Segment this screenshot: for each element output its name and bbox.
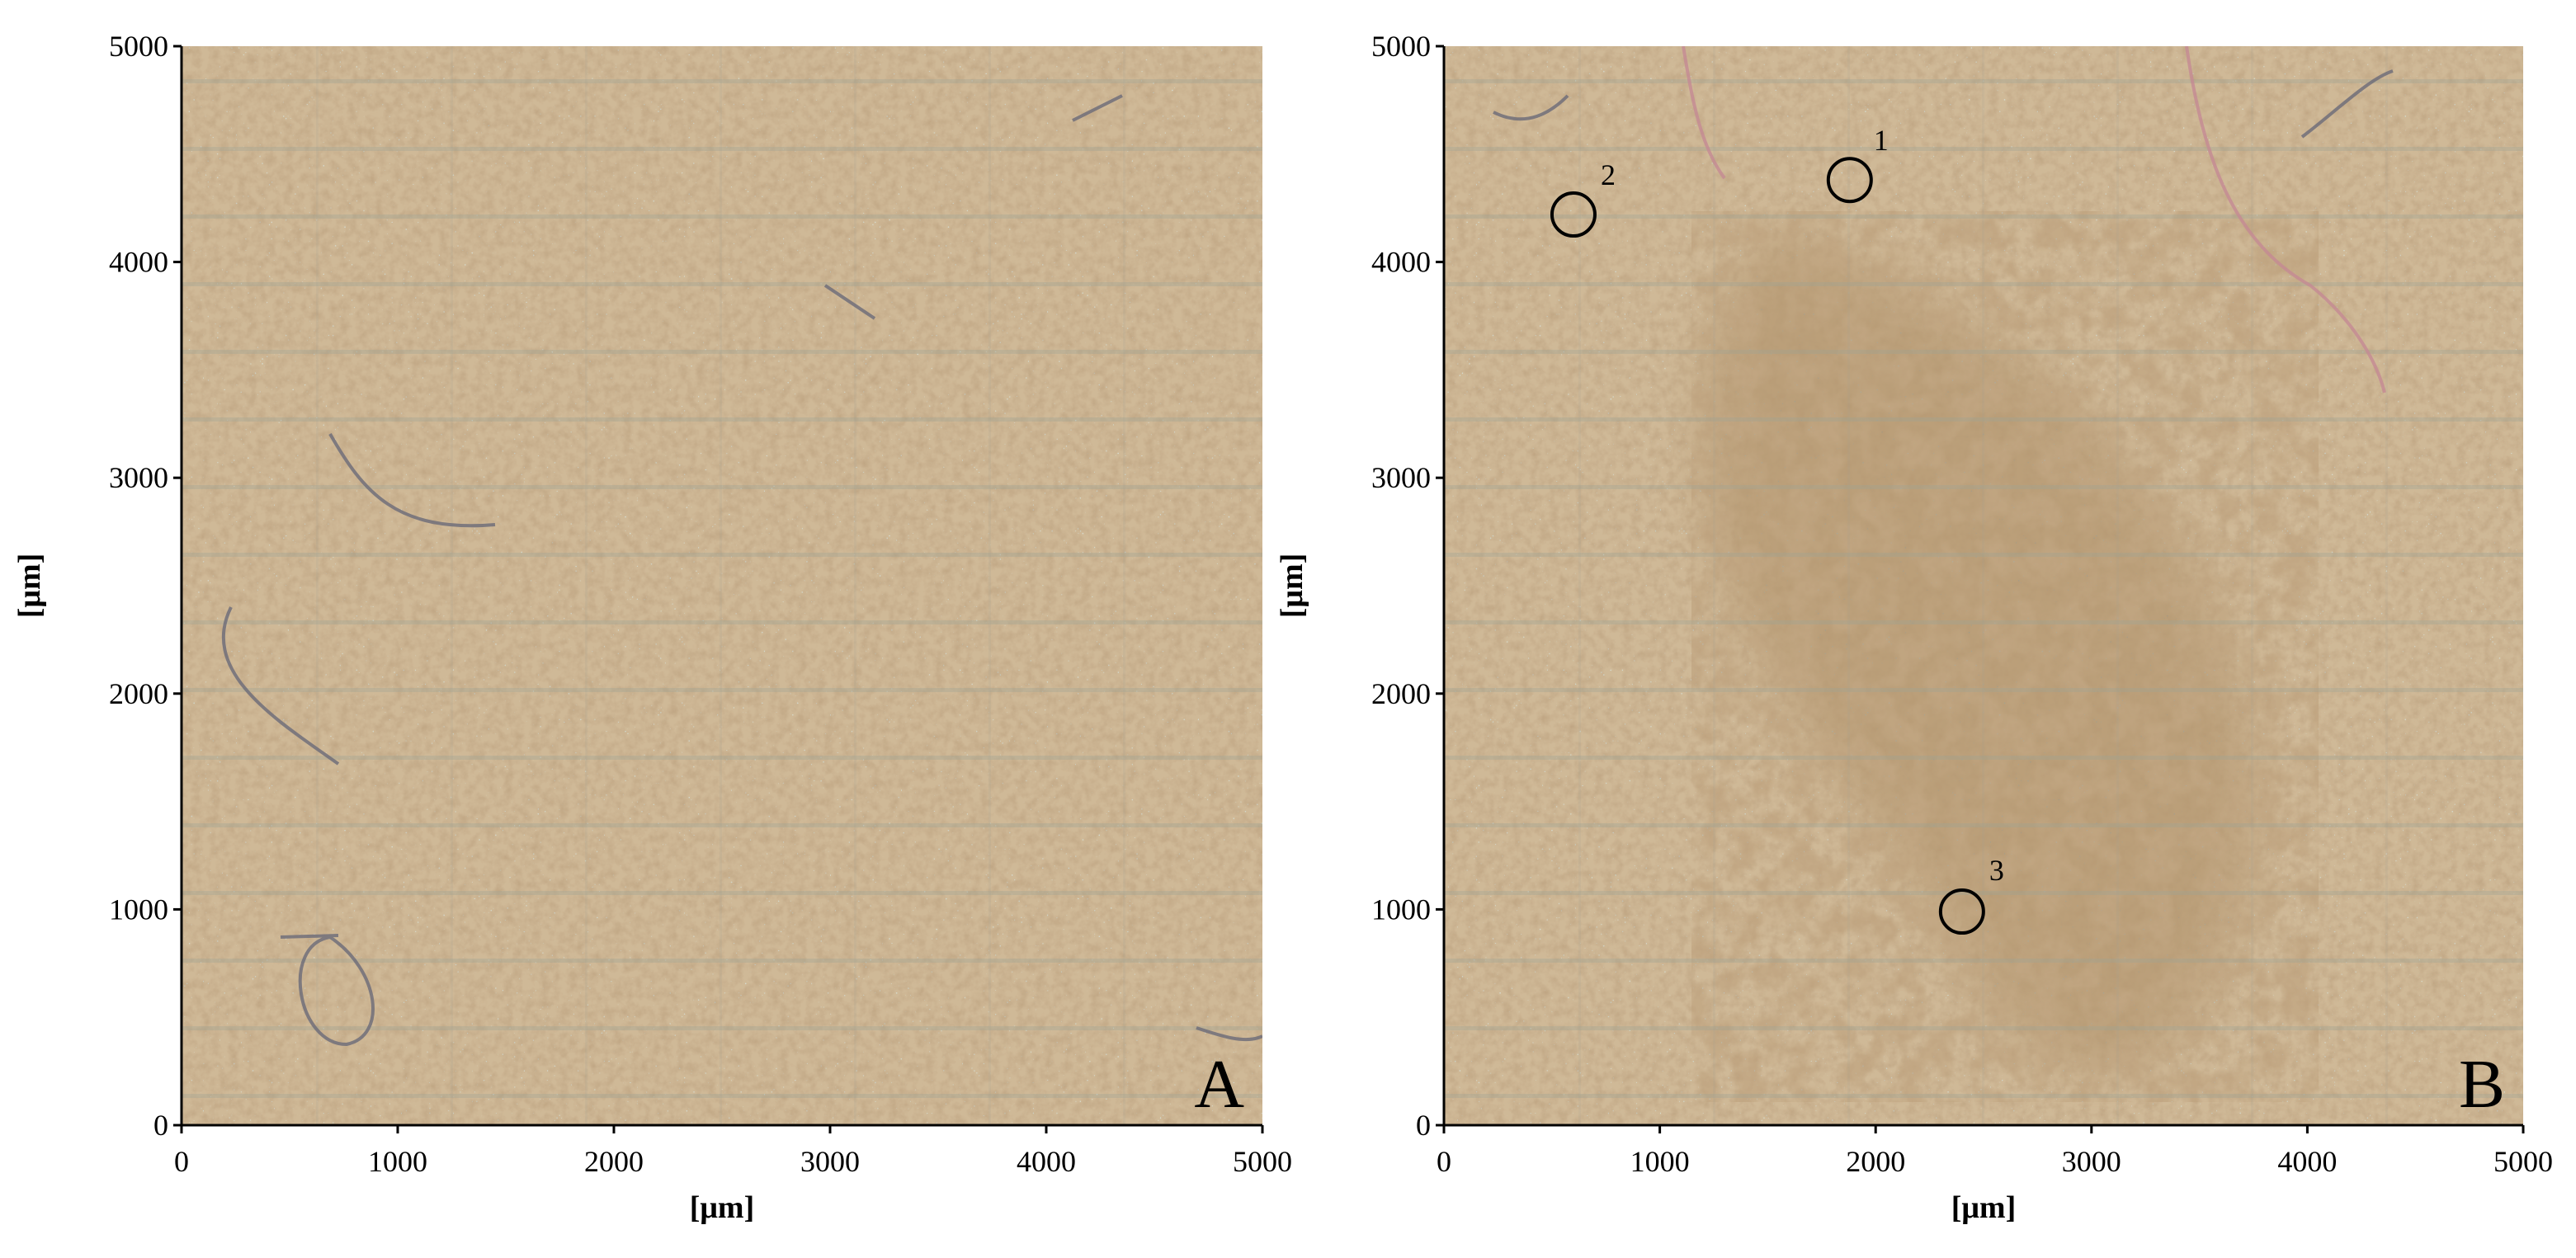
panel: 0 1000 2000 3000 4000 5000 0 1000 2000 3000 4000 50… [1275,30,2553,1225]
y-tick-label: 0 [153,1109,168,1142]
fiber [221,606,340,766]
scan-column [1982,46,1984,1125]
scan-stripe [1444,282,2523,286]
panel-label: B [2459,1046,2505,1123]
scan-stripe [1444,485,2523,489]
y-tick-label: 5000 [1371,30,1431,63]
paper-speckles [1444,46,2523,1125]
scan-column [1847,46,1850,1125]
annotation-label: 2 [1601,158,1616,191]
y-axis-label: [μm] [12,554,47,619]
scan-stripe [1444,620,2523,624]
scan-stripe [182,147,1262,151]
scan-stripe [1444,1026,2523,1030]
y-axis-label: [μm] [1275,554,1309,619]
scan-column [854,46,856,1125]
scan-column [316,46,318,1125]
fiber [2300,69,2394,139]
scan-stripe [182,620,1262,624]
scan-stripe [182,823,1262,827]
x-tick-label: 0 [174,1145,189,1178]
panel-label: A [1194,1046,1244,1123]
x-tick-label: 4000 [2277,1145,2337,1178]
x-tick-label: 5000 [2493,1145,2553,1178]
scan-column [2251,46,2253,1125]
x-tick-label: 2000 [584,1145,644,1178]
scan-stripe [182,891,1262,895]
micrograph [182,46,1262,1125]
y-tick-label: 2000 [109,677,168,710]
x-tick-label: 3000 [800,1145,860,1178]
y-tick-label: 2000 [1371,677,1431,710]
y-tick-label: 1000 [109,893,168,926]
scan-stripe [182,688,1262,692]
y-tick-label: 1000 [1371,893,1431,926]
x-axis-label: [μm] [1951,1190,2017,1225]
micrograph [1444,46,2523,1125]
scan-stripe [182,417,1262,422]
scan-column [451,46,453,1125]
scan-stripe [182,79,1262,83]
fiber [2185,46,2386,393]
x-tick-label: 1000 [1630,1145,1690,1178]
scan-column [719,46,722,1125]
scan-stripe [182,1094,1262,1098]
scan-stripe [1444,1094,2523,1098]
scan-stripe [1444,147,2523,151]
scan-stripe [182,959,1262,963]
scan-column [2116,46,2119,1125]
scan-stripe [1444,688,2523,692]
x-tick-label: 0 [1437,1145,1451,1178]
scan-stripe [182,756,1262,760]
scan-column [1123,46,1125,1125]
panel: 0 1000 2000 3000 4000 5000 0 1000 2000 3000 4000 50… [12,30,1292,1225]
y-tick-label: 4000 [109,246,168,279]
scan-stripe [1444,350,2523,354]
scan-column [1713,46,1715,1125]
fiber [328,433,496,528]
x-tick-label: 5000 [1233,1145,1292,1178]
scan-column [585,46,587,1125]
scan-stripe [182,350,1262,354]
fiber [1493,94,1569,121]
annotation-circle [1938,888,1985,935]
fiber [1072,94,1123,122]
scan-stripe [1444,756,2523,760]
scan-stripe [1444,959,2523,963]
scan-stripe [1444,553,2523,557]
y-tick-label: 3000 [109,461,168,494]
x-tick-label: 2000 [1846,1145,1905,1178]
annotation-label: 3 [1989,854,2004,887]
scan-stripe [182,1026,1262,1030]
fiber [1196,1026,1262,1042]
scan-stripe [1444,891,2523,895]
fiber [280,934,375,1047]
y-tick-label: 4000 [1371,246,1431,279]
x-tick-label: 1000 [368,1145,427,1178]
scan-stripe [1444,79,2523,83]
fiber [823,284,876,320]
y-tick-label: 5000 [109,30,168,63]
scan-stripe [1444,214,2523,219]
annotation-label: 1 [1874,124,1889,157]
x-axis-label: [μm] [690,1190,755,1225]
y-tick-label: 0 [1416,1109,1431,1142]
fiber [1682,46,1726,180]
scan-stripe [182,282,1262,286]
annotation-circle [1550,191,1597,238]
x-tick-label: 3000 [2062,1145,2121,1178]
scan-stripe [182,485,1262,489]
scan-stripe [1444,417,2523,422]
scan-column [1578,46,1581,1125]
scan-column [988,46,991,1125]
scan-stripe [182,553,1262,557]
x-tick-label: 4000 [1017,1145,1076,1178]
y-tick-label: 3000 [1371,461,1431,494]
scan-stripe [182,214,1262,219]
scan-column [2385,46,2388,1125]
annotation-circle [1826,157,1873,204]
scan-stripe [1444,823,2523,827]
paper-speckles [182,46,1262,1125]
